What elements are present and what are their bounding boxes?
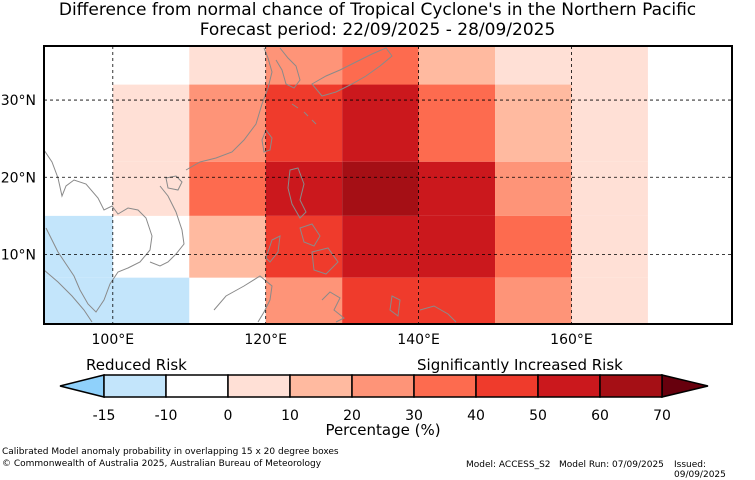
colorbar-tick-label: 30	[405, 408, 423, 424]
coastline-sumatra	[43, 269, 93, 323]
footer-issued: Issued: 09/09/2025	[674, 460, 726, 480]
colorbar-tick-label: 70	[653, 408, 671, 424]
map-frame	[43, 45, 733, 325]
colorbar-swatch	[413, 374, 477, 398]
colorbar-xlabel: Percentage (%)	[325, 421, 440, 439]
coastline-borneo	[213, 275, 273, 323]
probability-grid	[44, 46, 648, 324]
colorbar-tick-label: 20	[343, 408, 361, 424]
grid-cell	[571, 215, 648, 278]
grid-cell	[44, 277, 190, 324]
grid-cell	[495, 215, 572, 278]
grid-cell	[265, 215, 343, 278]
latitude-label: 20°N	[1, 170, 36, 186]
coastline-halmahera	[389, 295, 401, 317]
grid-cell	[342, 84, 419, 162]
grid-cell	[189, 215, 266, 278]
colorbar-swatch	[103, 374, 167, 398]
colorbar-swatch	[227, 374, 291, 398]
grid-cell	[418, 277, 496, 324]
coastline-korea	[275, 47, 301, 89]
grid-cell	[495, 84, 572, 162]
longitude-label: 160°E	[550, 332, 593, 348]
grid-cell	[342, 277, 419, 324]
footer-note: Calibrated Model anomaly probability in …	[2, 447, 339, 457]
grid-cell	[265, 84, 343, 162]
coastline-china	[185, 47, 273, 171]
colorbar-swatch	[351, 374, 415, 398]
coastline-ryukyu	[291, 103, 317, 125]
grid-cell	[265, 277, 343, 324]
colorbar-swatch	[475, 374, 539, 398]
footer-model-run: Model Run: 07/09/2025	[559, 460, 664, 470]
grid-cell	[418, 84, 496, 162]
grid-cell	[571, 84, 648, 162]
forecast-period: Forecast period: 22/09/2025 - 28/09/2025	[199, 20, 556, 40]
colorbar-swatch	[599, 374, 663, 398]
coastline-mindanao	[311, 247, 339, 275]
colorbar-swatch	[165, 374, 229, 398]
colorbar-tick-label: 10	[281, 408, 299, 424]
grid-cell	[342, 215, 419, 278]
coastline-sulawesi	[321, 291, 345, 323]
longitude-label: 120°E	[244, 332, 287, 348]
increased-risk-label: Significantly Increased Risk	[417, 356, 623, 374]
latitude-labels: 30°N 20°N 10°N	[1, 93, 36, 263]
longitude-label: 100°E	[92, 332, 135, 348]
coastline-visayas	[299, 223, 321, 247]
coastline-palawan	[265, 235, 281, 263]
grid-cell	[571, 277, 648, 324]
footer-model: Model: ACCESS_S2	[466, 460, 551, 470]
coastline-vietnam	[149, 185, 185, 267]
footer-copyright: © Commonwealth of Australia 2025, Austra…	[2, 459, 322, 469]
coastline-indochina	[43, 149, 153, 313]
colorbar-tick-label: 60	[591, 408, 609, 424]
latitude-label: 10°N	[1, 248, 36, 264]
coastline-new-guinea	[419, 305, 457, 323]
map-title: Difference from normal chance of Tropica…	[58, 0, 697, 20]
grid-cell	[112, 161, 190, 216]
longitude-label: 140°E	[397, 332, 440, 348]
grid-cell	[495, 277, 572, 324]
colorbar-tick-label: -15	[93, 408, 116, 424]
colorbar-above-arrow	[661, 374, 709, 398]
colorbar-tick-label: 50	[529, 408, 547, 424]
coastline-luzon	[287, 167, 307, 219]
grid-cell	[44, 215, 113, 278]
colorbar-swatch	[537, 374, 601, 398]
colorbar-swatch	[289, 374, 353, 398]
graticule	[44, 46, 732, 324]
colorbar	[59, 374, 709, 398]
latitude-label: 30°N	[1, 93, 36, 109]
colorbar-below-arrow	[59, 374, 105, 398]
grid-cell	[112, 84, 190, 162]
grid-cell	[189, 84, 266, 162]
longitude-labels: 100°E 120°E 140°E 160°E	[92, 332, 593, 348]
grid-cell	[189, 161, 266, 216]
grid-cell	[418, 161, 496, 216]
grid-cell	[495, 161, 572, 216]
grid-cell	[571, 161, 648, 216]
grid-cell	[342, 161, 419, 216]
colorbar-tick-label: 40	[467, 408, 485, 424]
colorbar-tick-labels: -15 -10 0 10 20 30 40 50 60 70	[93, 408, 671, 424]
map-figure: 30°N 20°N 10°N 100°E 120°E 140°E 160°E -15 -10…	[1, 45, 733, 439]
coastline-hainan	[165, 175, 183, 191]
reduced-risk-label: Reduced Risk	[86, 356, 187, 374]
colorbar-tick-label: -10	[155, 408, 178, 424]
colorbar-tick-label: 0	[224, 408, 233, 424]
coastline-japan	[311, 47, 393, 97]
grid-cell	[418, 215, 496, 278]
